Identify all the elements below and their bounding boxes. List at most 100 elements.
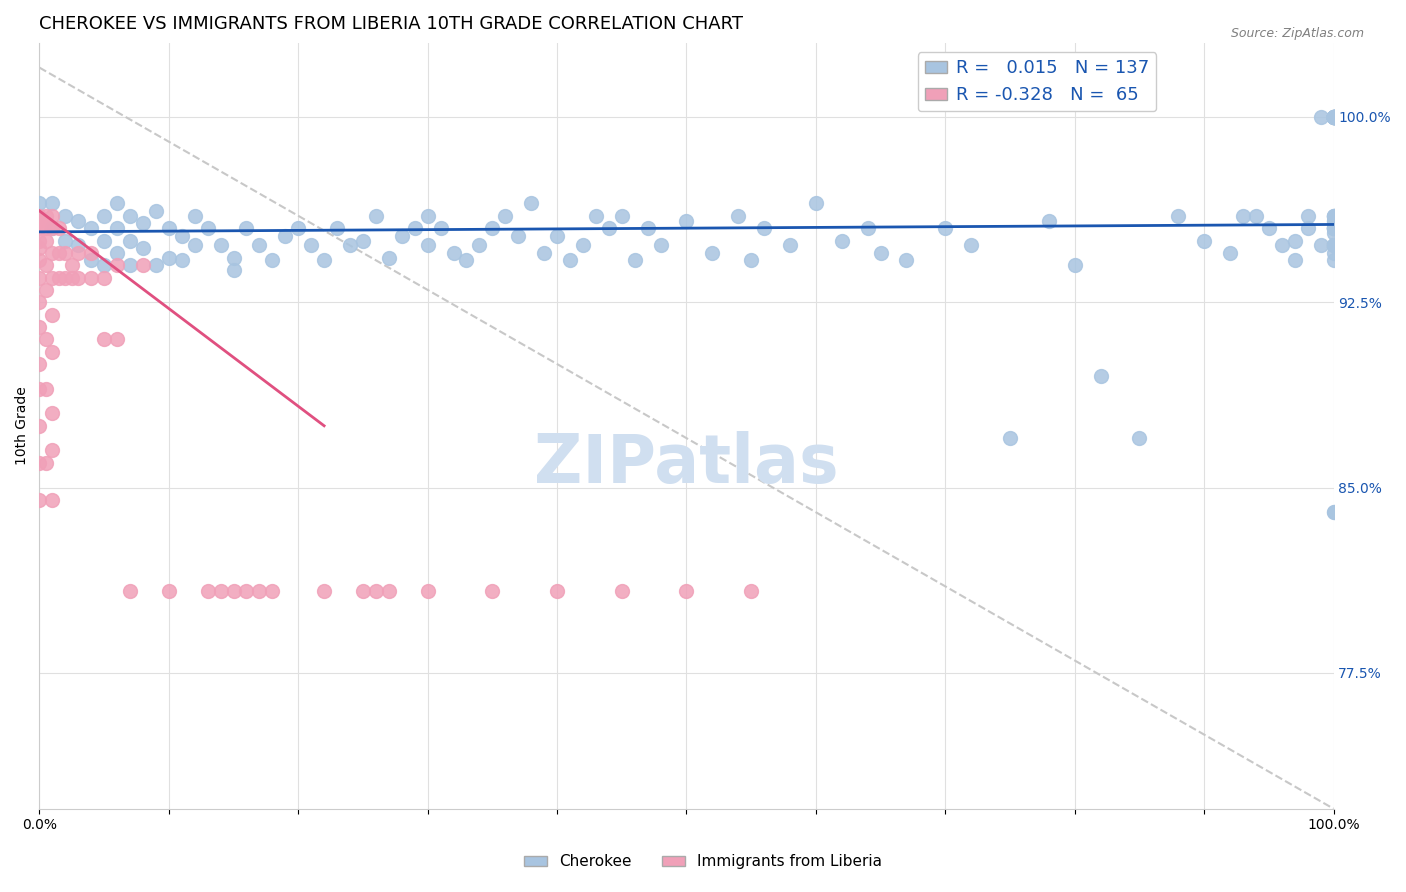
Point [60, 258, 83, 272]
Point [1322, 110, 1344, 124]
Point [1296, 209, 1319, 223]
Point [1322, 209, 1344, 223]
Point [222, 584, 245, 599]
Point [105, 332, 128, 346]
Point [1167, 209, 1189, 223]
Point [416, 209, 439, 223]
Point [157, 584, 180, 599]
Point [481, 584, 503, 599]
Point [222, 251, 245, 265]
Point [80, 270, 103, 285]
Point [41, 221, 63, 235]
Point [28, 213, 51, 227]
Point [48, 221, 70, 235]
Point [53, 245, 76, 260]
Point [35, 382, 58, 396]
Point [35, 283, 58, 297]
Point [67, 213, 90, 227]
Point [314, 253, 336, 268]
Point [145, 203, 167, 218]
Point [35, 234, 58, 248]
Point [170, 228, 193, 243]
Point [1322, 110, 1344, 124]
Point [299, 238, 322, 252]
Point [675, 584, 697, 599]
Point [1309, 110, 1331, 124]
Point [105, 245, 128, 260]
Point [118, 209, 141, 223]
Point [804, 196, 827, 211]
Point [1322, 110, 1344, 124]
Point [105, 258, 128, 272]
Point [1322, 238, 1344, 252]
Point [727, 209, 749, 223]
Point [610, 209, 633, 223]
Point [287, 221, 309, 235]
Point [352, 234, 374, 248]
Point [197, 584, 219, 599]
Point [157, 251, 180, 265]
Point [80, 221, 103, 235]
Point [1232, 209, 1254, 223]
Point [274, 228, 297, 243]
Point [41, 245, 63, 260]
Point [1322, 209, 1344, 223]
Point [209, 584, 232, 599]
Point [93, 234, 115, 248]
Point [675, 213, 697, 227]
Point [157, 221, 180, 235]
Point [235, 221, 257, 235]
Point [1296, 221, 1319, 235]
Point [262, 584, 284, 599]
Point [378, 251, 401, 265]
Point [1322, 213, 1344, 227]
Point [222, 263, 245, 277]
Point [145, 258, 167, 272]
Point [183, 238, 205, 252]
Point [1128, 431, 1150, 445]
Point [934, 221, 956, 235]
Point [35, 209, 58, 223]
Point [378, 584, 401, 599]
Point [1257, 221, 1279, 235]
Point [28, 382, 51, 396]
Point [80, 245, 103, 260]
Point [339, 238, 361, 252]
Legend: R =   0.015   N = 137, R = -0.328   N =  65: R = 0.015 N = 137, R = -0.328 N = 65 [918, 52, 1156, 112]
Point [118, 584, 141, 599]
Point [456, 253, 478, 268]
Point [28, 270, 51, 285]
Point [1322, 110, 1344, 124]
Point [702, 245, 724, 260]
Point [637, 221, 659, 235]
Point [623, 253, 645, 268]
Point [28, 221, 51, 235]
Point [326, 221, 349, 235]
Point [1063, 258, 1085, 272]
Point [1322, 505, 1344, 519]
Point [35, 332, 58, 346]
Point [520, 196, 543, 211]
Point [831, 234, 853, 248]
Point [1284, 253, 1306, 268]
Point [1322, 110, 1344, 124]
Point [28, 357, 51, 371]
Point [1271, 238, 1294, 252]
Point [1038, 213, 1060, 227]
Point [209, 238, 232, 252]
Point [28, 253, 51, 268]
Point [105, 221, 128, 235]
Point [481, 221, 503, 235]
Point [1322, 110, 1344, 124]
Point [1322, 221, 1344, 235]
Point [132, 241, 155, 255]
Point [1284, 234, 1306, 248]
Point [468, 238, 491, 252]
Point [93, 332, 115, 346]
Point [1322, 221, 1344, 235]
Point [1322, 209, 1344, 223]
Point [1322, 505, 1344, 519]
Point [1322, 110, 1344, 124]
Point [118, 258, 141, 272]
Point [48, 245, 70, 260]
